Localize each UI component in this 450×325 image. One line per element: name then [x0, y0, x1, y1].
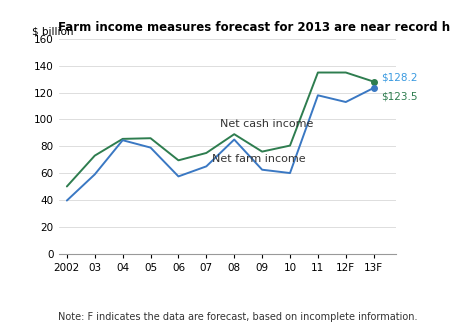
- Text: Note: F indicates the data are forecast, based on incomplete information.
Source: Note: F indicates the data are forecast,…: [58, 312, 445, 325]
- Text: Farm income measures forecast for 2013 are near record highs: Farm income measures forecast for 2013 a…: [58, 21, 450, 34]
- Text: Net farm income: Net farm income: [212, 154, 306, 164]
- Text: $ billion: $ billion: [32, 27, 73, 37]
- Text: Net cash income: Net cash income: [220, 119, 314, 129]
- Text: $123.5: $123.5: [381, 91, 417, 101]
- Text: $128.2: $128.2: [381, 72, 417, 83]
